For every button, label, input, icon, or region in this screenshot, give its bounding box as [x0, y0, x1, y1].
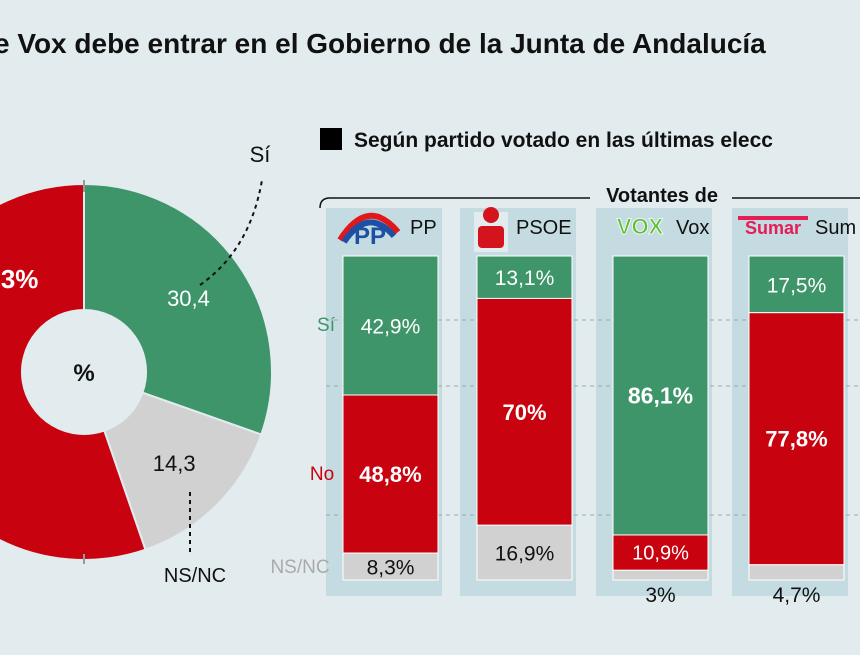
bar-psoe-2: [476, 524, 573, 581]
bar-vox-1: [612, 534, 709, 571]
bar-label-pp-2: 8,3%: [367, 557, 415, 580]
bar-label-psoe-2: 16,9%: [495, 543, 555, 566]
bar-label-psoe-1: 70%: [502, 400, 546, 425]
category-label-sumar: Sum: [815, 217, 856, 239]
bar-pp-1: [342, 394, 439, 554]
bar-label-sum-2: 4,7%: [773, 584, 821, 607]
donut-hole: [23, 311, 145, 433]
pp-logo-arc-inner: [341, 219, 397, 244]
sumar-logo-bar: [738, 216, 808, 220]
pie-value-label-0: 30,4: [167, 286, 210, 311]
bar-label-sum-0: 17,5%: [767, 274, 827, 297]
vox-logo-icon: VOX: [616, 214, 664, 240]
vox-logo-text: VOX: [617, 214, 664, 239]
bar-psoe-0: [476, 255, 573, 299]
bar-sum-1: [748, 312, 845, 566]
chart-subtitle: Según partido votado en las últimas elec…: [320, 128, 773, 153]
group-brace-left: [319, 197, 590, 209]
bar-pp-2: [342, 552, 439, 581]
sumar-logo-icon: Sumar: [738, 216, 808, 238]
legend-square-icon: [320, 128, 342, 150]
bar-sum-0: [748, 255, 845, 314]
pp-logo-arc: [337, 213, 401, 242]
pie-value-label-2: ,3%: [0, 264, 38, 294]
bar-label-sum-1: 77,8%: [765, 427, 827, 452]
subtitle-text: Según partido votado en las últimas elec…: [354, 129, 773, 152]
row-label-nsnc: NS/NC: [270, 557, 329, 578]
bar-label-vox-0: 86,1%: [628, 382, 693, 408]
category-label-psoe: PSOE: [516, 217, 572, 239]
pie-value-label-1: 14,3: [153, 451, 196, 476]
psoe-fist: [478, 226, 504, 248]
donut-center-label: %: [73, 360, 94, 387]
bar-pp-0: [342, 255, 439, 396]
bar-psoe-1: [476, 297, 573, 526]
pie-slice-1: [102, 391, 263, 551]
pie-slice-0: [83, 182, 273, 436]
pie-category-label-nsnc: NS/NC: [164, 565, 226, 587]
psoe-rose-icon: [474, 207, 508, 252]
bar-label-psoe-0: 13,1%: [495, 267, 555, 290]
bar-label-pp-0: 42,9%: [361, 315, 421, 338]
pp-logo-text: PP: [354, 223, 386, 250]
bar-label-vox-2: 3%: [645, 584, 675, 607]
category-label-pp: PP: [410, 217, 437, 239]
group-label: Votantes de: [606, 185, 718, 207]
bar-label-pp-1: 48,8%: [359, 462, 421, 487]
row-label-no: No: [310, 464, 334, 485]
pie-category-label-si: Sí: [250, 142, 271, 167]
bar-vox-0: [612, 255, 709, 536]
bar-sum-2: [748, 564, 845, 581]
category-label-vox: Vox: [676, 217, 709, 239]
chart-title: e Vox debe entrar en el Gobierno de la J…: [0, 28, 766, 59]
pie-slice-2: [0, 182, 147, 561]
bar-label-vox-1: 10,9%: [632, 543, 689, 565]
row-label-si: Sí: [317, 315, 336, 336]
pp-logo-icon: PP: [337, 213, 401, 250]
sumar-logo-text: Sumar: [745, 218, 801, 238]
bar-vox-2: [612, 569, 709, 581]
psoe-rose: [483, 207, 499, 223]
